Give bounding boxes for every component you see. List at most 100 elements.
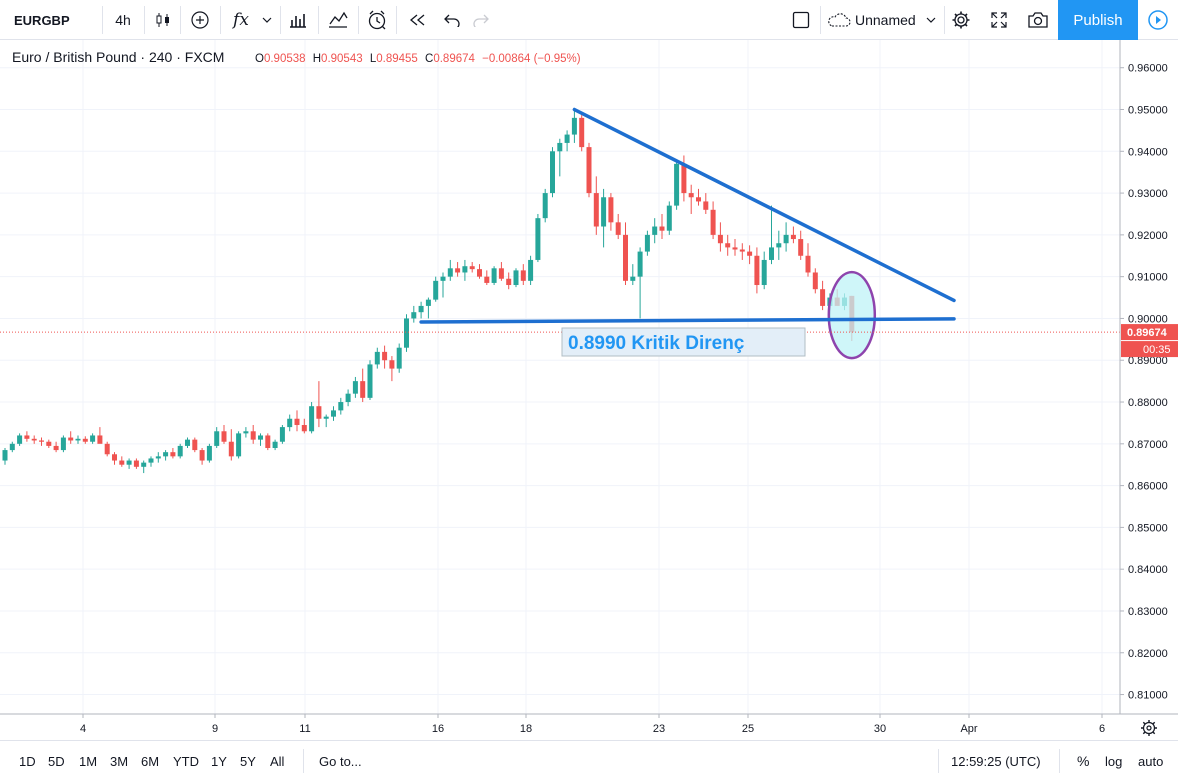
candle-body	[141, 462, 147, 467]
descending-trendline[interactable]	[572, 107, 956, 303]
support-trendline[interactable]	[419, 317, 956, 324]
candle-body	[579, 117, 585, 148]
candle-body	[316, 406, 322, 419]
candle-body	[754, 255, 760, 286]
play-icon[interactable]	[1138, 0, 1178, 40]
chart-drawings[interactable]: 0.8990 Kritik Direnç	[0, 107, 1120, 360]
current-price-label: 0.89674	[1127, 327, 1168, 339]
candle-body	[46, 441, 52, 446]
candle-body	[491, 268, 497, 283]
candle-body	[535, 218, 541, 260]
candle-body	[586, 147, 592, 194]
candle-body	[747, 251, 753, 256]
range-5d[interactable]: 5D	[48, 753, 65, 769]
price-tick-label: 0.96000	[1128, 63, 1168, 75]
cloud-icon	[826, 0, 852, 40]
time-tick-label: 11	[299, 723, 310, 735]
interval-button[interactable]: 4h	[115, 12, 131, 28]
goto-button[interactable]: Go to...	[319, 753, 362, 769]
candle-body	[703, 201, 709, 210]
candle-body	[258, 435, 263, 440]
alert-clock-icon[interactable]	[362, 0, 392, 40]
candle-body	[615, 222, 621, 235]
bottom-divider	[938, 749, 939, 773]
candle-body	[90, 435, 96, 442]
candle-body	[214, 431, 220, 446]
candle-body	[550, 151, 555, 194]
candle-body	[119, 460, 125, 465]
annotation-box[interactable]	[561, 327, 806, 357]
candle-body	[696, 197, 701, 202]
chevron-down-icon[interactable]	[922, 0, 940, 40]
range-5y[interactable]: 5Y	[240, 753, 256, 769]
candles-style-icon[interactable]	[148, 0, 178, 40]
range-1d[interactable]: 1D	[19, 753, 36, 769]
price-tick-label: 0.86000	[1128, 481, 1168, 493]
layout-name[interactable]: Unnamed	[855, 12, 916, 28]
price-tick-label: 0.92000	[1128, 230, 1168, 242]
candle-body	[126, 460, 132, 465]
utc-clock[interactable]: 12:59:25 (UTC)	[951, 753, 1041, 769]
symbol-search[interactable]: EURGBP	[14, 12, 70, 28]
candle-body	[177, 445, 183, 457]
price-chart[interactable]: 0.8990 Kritik Direnç 0.96000 0.95000 0.940…	[0, 40, 1178, 740]
templates-icon[interactable]	[322, 0, 354, 40]
expand-icon[interactable]	[984, 0, 1014, 40]
undo-icon[interactable]	[438, 0, 466, 40]
candle-body	[104, 443, 110, 455]
candlestick-series	[2, 109, 855, 474]
indicators-fx-icon[interactable]: fx	[233, 10, 249, 30]
financials-icon[interactable]	[284, 0, 312, 40]
camera-snapshot-icon[interactable]	[1022, 0, 1054, 40]
candle-body	[360, 381, 366, 398]
candle-body	[608, 197, 614, 223]
percent-toggle[interactable]: %	[1077, 753, 1090, 769]
candle-body	[331, 410, 336, 417]
candle-body	[455, 268, 461, 273]
time-tick-label: Apr	[960, 723, 977, 735]
candle-body	[739, 249, 745, 252]
price-tick-label: 0.85000	[1128, 522, 1168, 534]
axis-settings-icon[interactable]	[1141, 720, 1157, 736]
replay-rewind-icon[interactable]	[402, 0, 432, 40]
toolbar-divider	[358, 6, 359, 34]
settings-gear-icon[interactable]	[946, 0, 976, 40]
range-all[interactable]: All	[270, 753, 285, 769]
range-3m[interactable]: 3M	[110, 753, 129, 769]
highlight-ellipse[interactable]	[827, 270, 877, 360]
range-1y[interactable]: 1Y	[211, 753, 227, 769]
auto-toggle[interactable]: auto	[1138, 753, 1164, 769]
range-1m[interactable]: 1M	[79, 753, 98, 769]
range-ytd[interactable]: YTD	[173, 753, 199, 769]
fullscreen-square-icon[interactable]	[786, 0, 816, 40]
publish-button[interactable]: Publish	[1058, 0, 1138, 40]
candle-body	[717, 234, 723, 244]
candle-body	[24, 435, 30, 439]
candle-body	[2, 450, 8, 461]
time-tick-label: 23	[653, 723, 665, 735]
candle-body	[68, 437, 74, 441]
toolbar-divider	[396, 6, 397, 34]
candle-body	[812, 272, 818, 290]
log-toggle[interactable]: log	[1105, 753, 1123, 769]
redo-icon[interactable]	[468, 0, 494, 40]
price-axis[interactable]: 0.96000 0.95000 0.94000 0.93000 0.92000 0.910…	[1119, 40, 1178, 714]
price-tick-label: 0.81000	[1128, 690, 1168, 702]
bottom-divider	[1059, 749, 1060, 773]
range-6m[interactable]: 6M	[141, 753, 160, 769]
chevron-down-icon[interactable]	[258, 0, 276, 40]
price-tick-label: 0.87000	[1128, 439, 1168, 451]
price-tick-label: 0.83000	[1128, 606, 1168, 618]
candle-body	[185, 439, 190, 446]
time-axis[interactable]: 4 9 11 16 18 23 25 30 Apr 6	[0, 713, 1178, 736]
candle-body	[396, 347, 402, 369]
candle-body	[798, 239, 804, 256]
axis-settings-icon-ring	[1142, 721, 1156, 735]
compare-add-icon[interactable]	[184, 0, 216, 40]
time-tick-label: 6	[1099, 723, 1105, 735]
candle-body	[433, 280, 439, 300]
candle-body	[805, 255, 811, 273]
candle-body	[820, 289, 826, 306]
toolbar-divider	[318, 6, 319, 34]
